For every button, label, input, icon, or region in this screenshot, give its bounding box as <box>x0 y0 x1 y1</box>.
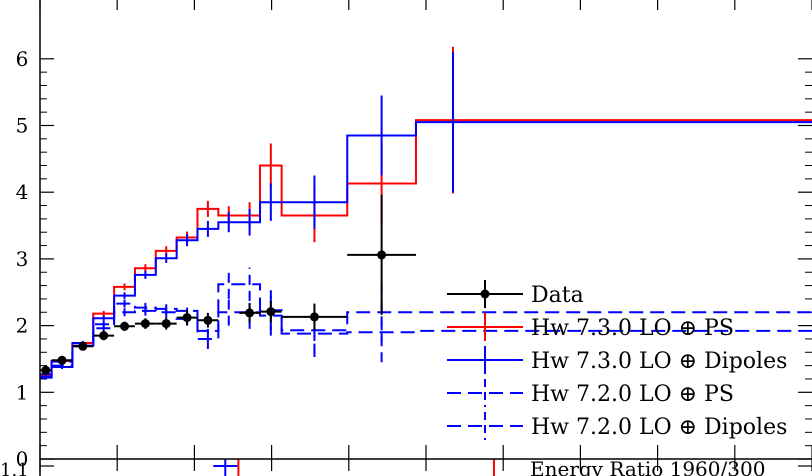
series-group <box>40 46 812 380</box>
data-point <box>78 341 88 351</box>
legend-label: Hw 7.2.0 LO ⊕ Dipoles <box>531 415 787 440</box>
data-point <box>309 312 319 322</box>
data-point <box>377 250 387 260</box>
data-point <box>203 315 213 325</box>
ratio-label: Energy Ratio 1960/300 <box>530 457 765 476</box>
data-point <box>182 313 192 323</box>
data-point <box>161 319 171 329</box>
data-point <box>245 308 255 318</box>
y-tick-label: 4 <box>16 180 29 204</box>
legend-marker <box>480 289 490 299</box>
legend-label: Hw 7.2.0 LO ⊕ PS <box>531 382 734 407</box>
legend: Data Hw 7.3.0 LO ⊕ PS Hw 7.3.0 LO ⊕ Dipole… <box>447 280 787 440</box>
y-tick-label: 0 <box>16 447 29 471</box>
y-tick-label: 1 <box>16 380 29 404</box>
series-line <box>40 283 812 376</box>
data-point <box>99 331 109 341</box>
data-point <box>41 365 51 375</box>
data-point <box>140 319 150 329</box>
legend-label: Hw 7.3.0 LO ⊕ PS <box>531 316 734 341</box>
y-tick-label: 3 <box>16 247 29 271</box>
y-tick-label: 6 <box>16 47 29 71</box>
y-tick-label: 5 <box>16 114 29 138</box>
data-point <box>120 321 130 331</box>
ratio-tick-label: 1.1 <box>0 460 29 476</box>
legend-label: Data <box>531 283 584 308</box>
y-tick-label: 2 <box>16 314 29 338</box>
data-point <box>57 355 67 365</box>
legend-label: Hw 7.3.0 LO ⊕ Dipoles <box>531 349 787 374</box>
data-point <box>266 307 276 317</box>
ratio-panel <box>40 459 812 476</box>
